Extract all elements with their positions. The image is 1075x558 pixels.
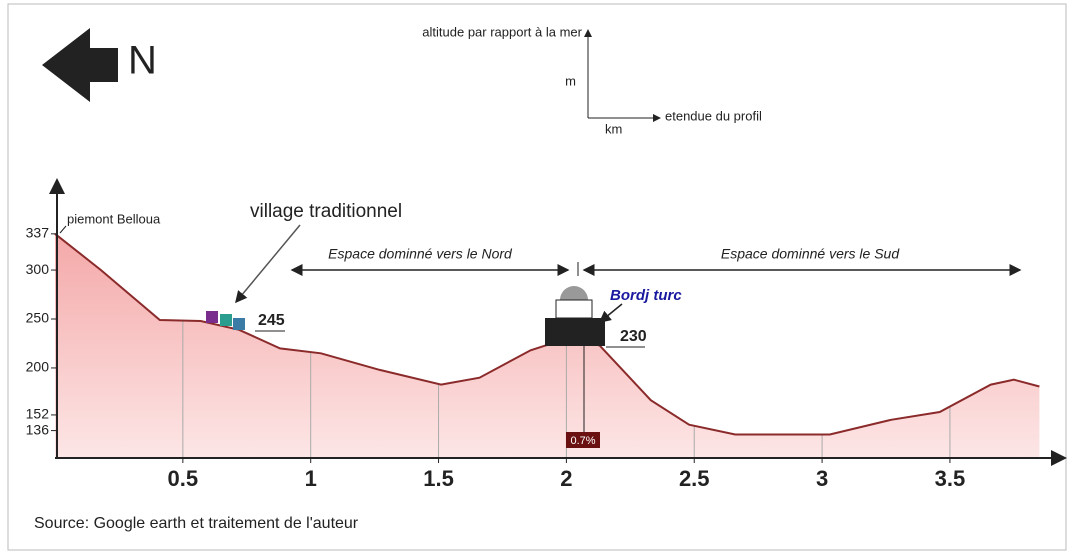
- village-label: village traditionnel: [250, 201, 402, 222]
- y-tick-label: 200: [26, 359, 50, 375]
- y-tick-label: 152: [26, 406, 50, 422]
- frame: [7, 3, 1067, 551]
- source: Source: Google earth et traitement de l'…: [34, 515, 359, 532]
- bordj-altitude: 230: [620, 328, 647, 345]
- x-tick-label: 3: [816, 466, 828, 491]
- village-icon: [206, 311, 218, 323]
- north-label: N: [128, 39, 157, 83]
- bordj-label: Bordj turc: [610, 287, 682, 304]
- north-zone-label: Espace dominné vers le Nord: [328, 246, 513, 262]
- start-label: piemont Belloua: [67, 211, 161, 226]
- y-tick-label: 300: [26, 261, 50, 277]
- bordj-icon: [555, 299, 593, 319]
- village-icon: [233, 318, 245, 330]
- slope-label: 0.7%: [570, 435, 595, 447]
- x-tick-label: 3.5: [935, 466, 966, 491]
- legend-y-label: altitude par rapport à la mer: [422, 24, 582, 39]
- y-tick-label: 136: [26, 421, 50, 437]
- legend-km: km: [605, 121, 622, 136]
- x-tick-label: 1.5: [423, 466, 454, 491]
- y-tick-label: 250: [26, 310, 50, 326]
- y-tick-label: 337: [26, 225, 50, 241]
- village-icon: [220, 314, 232, 326]
- bordj-icon: [545, 318, 605, 346]
- bordj-icon: [560, 286, 588, 300]
- x-tick-label: 2: [560, 466, 572, 491]
- legend-x-label: etendue du profil: [665, 108, 762, 123]
- south-zone-label: Espace dominné vers le Sud: [721, 246, 900, 262]
- slope-box: [566, 432, 600, 448]
- village-altitude: 245: [258, 312, 285, 329]
- village-pointer: [235, 224, 301, 304]
- north-arrow: [42, 28, 118, 102]
- bordj-pointer: [598, 303, 623, 323]
- start-pointer: [59, 225, 67, 234]
- x-tick-label: 0.5: [168, 466, 199, 491]
- x-tick-label: 1: [305, 466, 317, 491]
- x-tick-label: 2.5: [679, 466, 710, 491]
- legend-m: m: [565, 73, 576, 88]
